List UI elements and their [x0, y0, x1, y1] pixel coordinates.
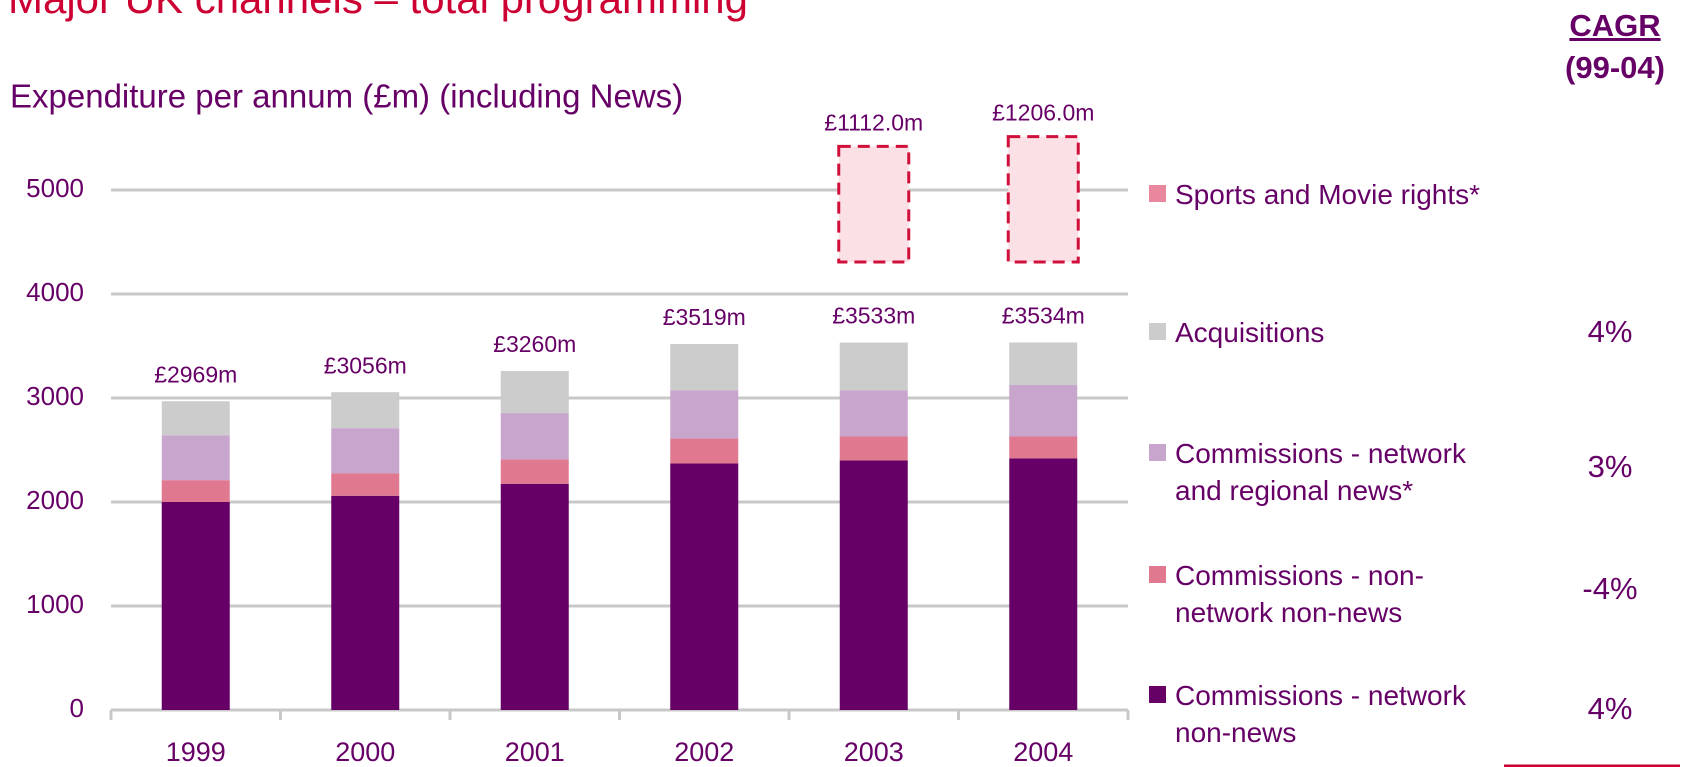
y-tick-label: 5000: [26, 173, 84, 203]
cagr-value: 3%: [1587, 449, 1633, 484]
total-label: £2969m: [154, 361, 237, 387]
x-tick-label: 1999: [166, 737, 226, 767]
bar-segment: [331, 495, 400, 710]
legend-swatch: [1149, 185, 1166, 202]
x-tick-label: 2001: [505, 737, 565, 767]
legend-label: Acquisitions: [1175, 317, 1325, 348]
bar-segment: [670, 438, 739, 464]
bar-segment: [161, 480, 230, 502]
bar-segment: [1009, 385, 1078, 437]
bar-segment: [670, 463, 739, 710]
bar-segment: [331, 473, 400, 496]
y-tick-label: 1000: [26, 589, 84, 619]
bar-segment: [161, 435, 230, 481]
bar-segment: [839, 342, 908, 391]
value-label: £1112.0m: [824, 109, 923, 135]
cagr-header: (99-04): [1565, 50, 1665, 85]
bar-segment: [500, 413, 569, 460]
x-tick-label: 2004: [1013, 737, 1073, 767]
bar-segment: [500, 370, 569, 414]
x-tick-label: 2002: [674, 737, 734, 767]
legend-label: Commissions - network non-news: [1175, 680, 1466, 748]
x-tick-label: 2000: [335, 737, 395, 767]
bar-segment: [161, 502, 230, 710]
legend-swatch: [1149, 444, 1166, 461]
legend-label: Sports and Movie rights*: [1175, 179, 1481, 210]
bar-segment: [500, 459, 569, 484]
placeholder-bar: [837, 144, 911, 264]
bar-segment: [331, 428, 400, 474]
bar-segment: [1009, 436, 1078, 459]
chart-subtitle: Expenditure per annum (£m) (including Ne…: [10, 78, 683, 115]
cagr-value: 4%: [1587, 691, 1633, 726]
total-label: £3519m: [663, 304, 746, 330]
placeholder-bar: [1006, 135, 1080, 264]
bar-segment: [670, 344, 739, 391]
legend-swatch: [1149, 566, 1166, 583]
total-label: £3260m: [493, 331, 576, 357]
bar-segment: [839, 436, 908, 461]
legend-swatch: [1149, 686, 1166, 703]
bar-segment: [161, 401, 230, 436]
legend-swatch: [1149, 323, 1166, 340]
y-tick-label: 3000: [26, 381, 84, 411]
total-label: £3056m: [324, 352, 407, 378]
chart-title: Major UK channels – total programming: [8, 0, 748, 22]
value-label: £1206.0m: [992, 100, 1094, 126]
legend-label: Commissions - non-network non-news: [1175, 560, 1424, 628]
bar-segment: [839, 460, 908, 710]
total-label: £3534m: [1002, 303, 1085, 329]
cagr-value: 4%: [1587, 314, 1633, 349]
y-tick-label: 4000: [26, 277, 84, 307]
cagr-value: -4%: [1582, 571, 1638, 606]
cagr-header: CAGR: [1569, 8, 1661, 43]
bar-segment: [500, 483, 569, 710]
y-tick-label: 0: [70, 693, 84, 723]
legend-label: Commissions - network and regional news*: [1175, 438, 1466, 506]
bar-segment: [670, 390, 739, 439]
y-tick-label: 2000: [26, 485, 84, 515]
total-label: £3533m: [832, 303, 915, 329]
bar-segment: [1009, 458, 1078, 710]
bar-segment: [839, 390, 908, 437]
bar-segment: [331, 392, 400, 429]
x-tick-label: 2003: [844, 737, 904, 767]
bar-segment: [1009, 342, 1078, 385]
